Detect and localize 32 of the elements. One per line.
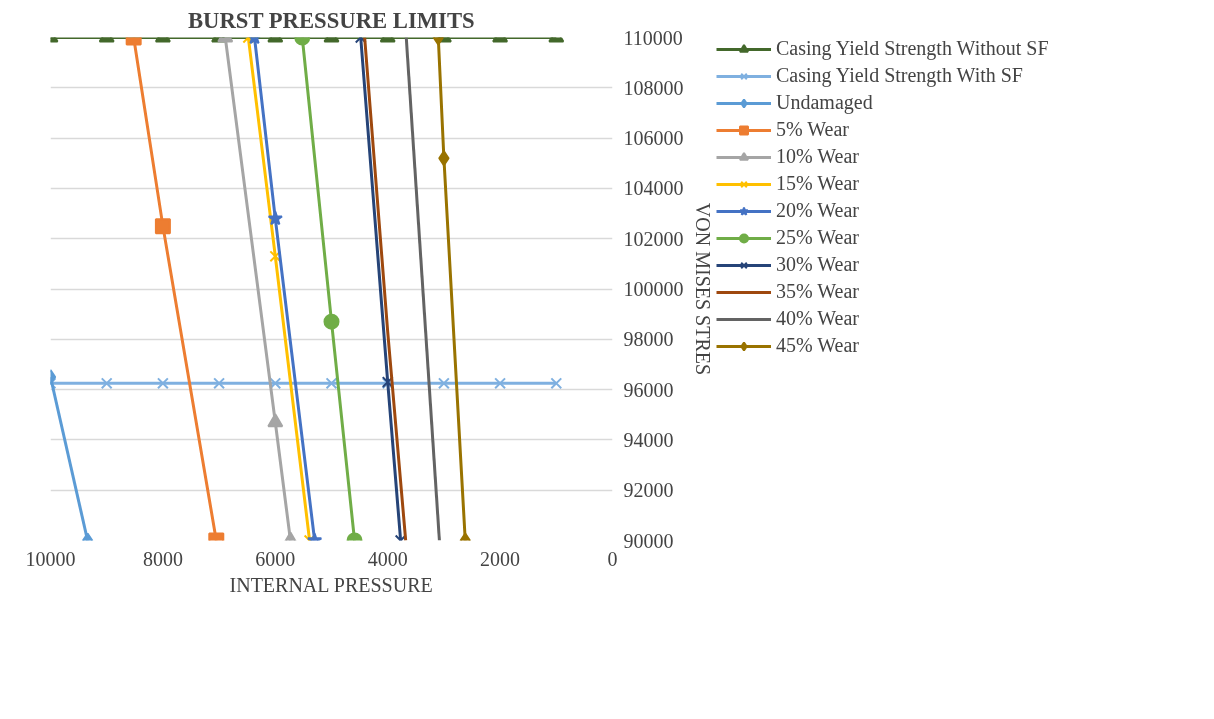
legend-label: 15% Wear (776, 172, 859, 195)
legend-label: Undamaged (776, 91, 873, 114)
legend-label: Casing Yield Strength With SF (776, 64, 1023, 87)
y2-tick-label: 102000 (623, 227, 684, 250)
legend-label: 30% Wear (776, 253, 859, 276)
x-axis-title: INTERNAL PRESSURE (229, 573, 433, 596)
y2-tick-label: 94000 (623, 428, 674, 451)
legend-label: 25% Wear (776, 226, 859, 249)
legend-label: 10% Wear (776, 145, 859, 168)
x-tick-label: 0 (607, 547, 618, 570)
chart-title: BURST PRESSURE LIMITS (187, 7, 475, 33)
y2-tick-label: 100000 (623, 278, 684, 300)
x-tick-label: 2000 (480, 547, 521, 570)
x-tick-label: 4000 (367, 547, 408, 570)
y2-tick-label: 104000 (623, 177, 684, 200)
y2-tick-label: 92000 (623, 479, 674, 502)
legend-label: Casing Yield Strength Without SF (776, 37, 1049, 60)
legend-label: 35% Wear (776, 280, 859, 303)
x-tick-label: 8000 (142, 547, 183, 570)
legend-label: 20% Wear (776, 199, 859, 222)
x-tick-label: 6000 (255, 547, 296, 570)
legend-label: 5% Wear (776, 118, 849, 141)
y2-tick-label: 106000 (623, 127, 684, 150)
y2-tick-label: 90000 (623, 529, 674, 552)
y2-axis-title: VON MISES STRES (691, 202, 714, 376)
x-tick-label: 10000 (25, 547, 76, 570)
y2-tick-label: 96000 (623, 378, 674, 401)
y2-tick-label: 108000 (623, 76, 684, 99)
y2-tick-label: 110000 (623, 26, 683, 49)
legend-label: 40% Wear (776, 307, 859, 330)
legend-label: 45% Wear (776, 334, 859, 357)
y2-tick-label: 98000 (623, 328, 674, 351)
